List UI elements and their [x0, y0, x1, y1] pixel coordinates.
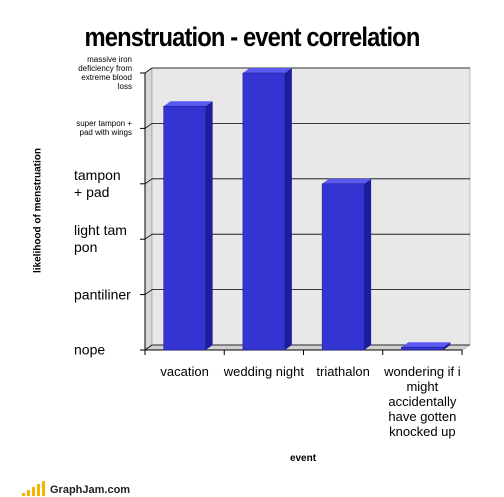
y-tick-label: massive iron deficiency from extreme blo…	[78, 55, 132, 91]
bar-side	[364, 178, 372, 350]
chart-title: menstruation - event correlation	[84, 22, 421, 52]
y-tick-label: super tampon + pad with wings	[76, 119, 132, 138]
left-wall	[144, 67, 153, 351]
y-tick-label: light tampon	[74, 222, 127, 256]
x-tick-label: vacation	[160, 364, 209, 379]
bar	[321, 183, 365, 351]
grid-line	[144, 233, 153, 240]
y-tick-label: pantiliner	[74, 286, 131, 303]
grid-line	[144, 178, 153, 185]
bar-side	[205, 101, 213, 351]
logo-icon	[22, 481, 45, 496]
x-tick-label: wondering if i might accidentally have g…	[384, 364, 461, 439]
x-axis-label: event	[289, 453, 317, 464]
footer-site: GraphJam.com	[50, 484, 131, 496]
grid-line	[144, 123, 153, 129]
bar	[401, 346, 444, 351]
bar-top	[322, 178, 372, 184]
bar-top	[401, 342, 451, 348]
y-tick-label: nope	[74, 341, 106, 358]
bar-side	[443, 342, 451, 350]
grid-line	[144, 289, 153, 295]
bar	[163, 105, 206, 351]
y-tick-label: tampon + pad	[74, 166, 121, 200]
bar-top	[242, 68, 292, 73]
x-tick-label: triathalon	[316, 364, 370, 379]
bar	[242, 72, 286, 351]
grid-line	[144, 67, 153, 74]
y-axis-label: likelihood of menstruation	[32, 148, 44, 274]
bar-side	[284, 68, 292, 350]
grid-line	[144, 344, 153, 351]
bar-top	[163, 101, 213, 107]
x-tick-label: wedding night	[223, 364, 304, 379]
